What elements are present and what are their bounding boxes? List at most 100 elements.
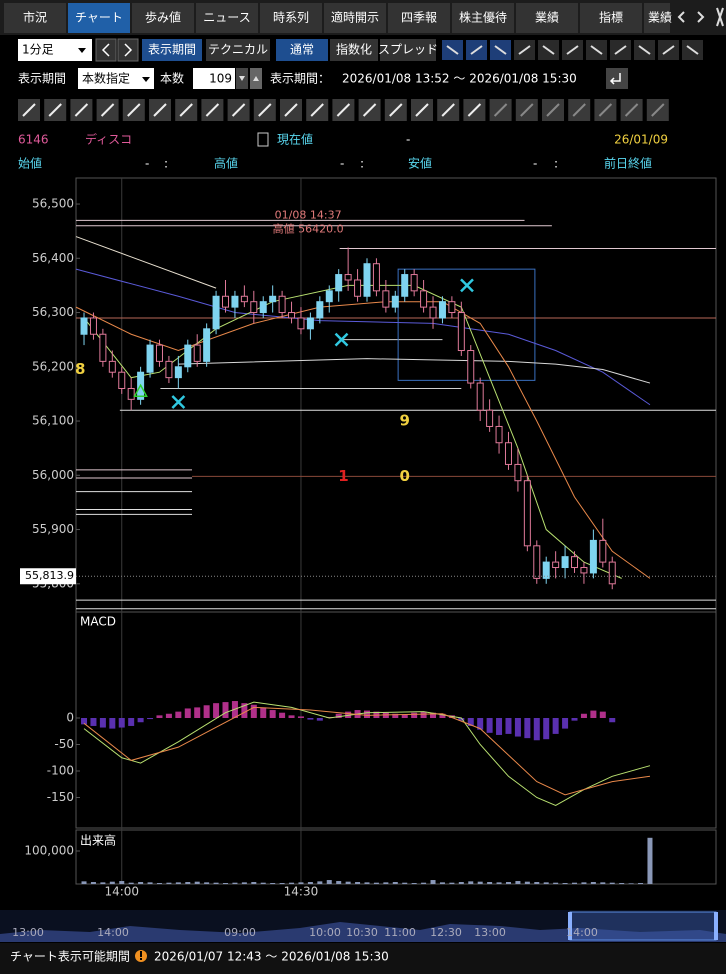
macd-bar — [222, 702, 229, 718]
tool-icon — [446, 45, 459, 55]
tab-left[interactable] — [677, 11, 685, 23]
range-label: 表示期間： — [270, 72, 330, 86]
spread-button[interactable] — [380, 39, 436, 61]
tab[interactable] — [68, 3, 130, 33]
volume-bar — [619, 883, 625, 884]
volume-bar — [468, 881, 474, 884]
macd-bar — [184, 708, 191, 718]
reset-button[interactable] — [606, 68, 628, 89]
volume-bar — [156, 883, 162, 884]
mode-select[interactable] — [78, 68, 154, 89]
tab-label: チャート — [75, 11, 123, 25]
draw-tool-icon — [48, 103, 62, 117]
tab-label: 業績 — [535, 11, 559, 25]
period-button[interactable] — [142, 39, 202, 61]
navigator-window[interactable] — [569, 911, 717, 941]
tab[interactable] — [516, 3, 578, 33]
tab-scroll[interactable] — [672, 0, 726, 35]
candle-body — [486, 409, 494, 427]
candle-body — [344, 274, 352, 281]
macd-bar — [279, 712, 286, 718]
macd-bar — [109, 718, 116, 729]
warning-icon-dot — [140, 958, 142, 960]
technical-button[interactable] — [206, 39, 270, 61]
tab-right[interactable] — [697, 11, 705, 23]
macd-bar — [194, 707, 201, 718]
moving-average — [75, 236, 217, 289]
candle-body — [165, 360, 173, 379]
candle-body — [467, 350, 475, 384]
macd-bar — [297, 716, 304, 718]
next-button[interactable] — [117, 38, 139, 62]
navigator-label: 13:00 — [474, 926, 506, 939]
volume-bar — [147, 882, 153, 884]
y-tick-label: 56,400 — [32, 251, 74, 265]
count-input[interactable] — [193, 68, 235, 89]
navigator-handle[interactable] — [714, 912, 718, 940]
volume-bar — [109, 881, 115, 884]
tool-icon — [614, 45, 627, 55]
interval-select[interactable] — [18, 39, 92, 61]
x-tick-label: 14:00 — [104, 885, 139, 899]
volume-bar — [524, 881, 530, 884]
candle-body — [155, 344, 163, 362]
macd-bar — [175, 711, 182, 718]
macd-bar — [609, 718, 616, 723]
macd-bar — [90, 718, 97, 726]
candle-body — [571, 556, 579, 569]
index-label: 指数化 — [336, 42, 372, 57]
volume-bar — [355, 882, 361, 884]
navigator-label: 13:00 — [12, 926, 44, 939]
y-tick-label: 56,500 — [32, 197, 74, 211]
macd-bar — [99, 718, 106, 728]
signal-marker: 1 — [338, 467, 348, 485]
tab[interactable] — [132, 3, 194, 33]
tab[interactable] — [452, 3, 514, 33]
macd-bar — [156, 715, 163, 718]
normal-button[interactable] — [276, 39, 328, 61]
volume-bar — [204, 882, 210, 884]
macd-bar — [288, 715, 295, 718]
tool-icon — [638, 45, 651, 55]
high-time: : — [360, 157, 364, 171]
low-label: 安値 — [408, 156, 432, 171]
candle-body — [420, 290, 428, 308]
tab-label: 指標 — [599, 10, 623, 25]
spread-label: スプレッド — [378, 43, 438, 57]
tab[interactable] — [260, 3, 322, 33]
index-button[interactable] — [330, 39, 378, 61]
candle-body — [240, 295, 248, 303]
volume-bar — [185, 882, 191, 884]
signal-marker: 8 — [75, 360, 85, 378]
volume-bar — [128, 882, 134, 884]
macd-bar — [213, 703, 220, 718]
volume-bar — [175, 882, 181, 884]
signal-marker: 0 — [400, 467, 410, 485]
volume-bar — [345, 881, 351, 884]
volume-bar — [439, 882, 445, 884]
navigator-label: 09:00 — [224, 926, 256, 939]
tab[interactable] — [644, 3, 670, 33]
volume-bar — [430, 880, 436, 884]
navigator-handle[interactable] — [568, 912, 572, 940]
code: 6146 — [18, 133, 49, 147]
tab[interactable] — [580, 3, 642, 33]
tab-close[interactable] — [716, 7, 724, 27]
volume-bar — [505, 882, 511, 884]
tab[interactable] — [324, 3, 386, 33]
volume-bar — [515, 881, 521, 884]
tab-scroll-bg — [672, 0, 726, 35]
candle-body — [306, 317, 314, 330]
tab[interactable] — [4, 3, 66, 33]
tab[interactable] — [196, 3, 258, 33]
prev-button[interactable] — [95, 38, 117, 62]
annotation-text: 高値 56420.0 — [273, 221, 344, 235]
tab[interactable] — [388, 3, 450, 33]
volume-bar — [572, 882, 578, 884]
macd-bar — [165, 713, 172, 718]
candle-body — [533, 545, 541, 579]
macd-line — [83, 706, 651, 796]
candle-body — [278, 295, 286, 314]
stock-name: ディスコ — [85, 132, 132, 147]
